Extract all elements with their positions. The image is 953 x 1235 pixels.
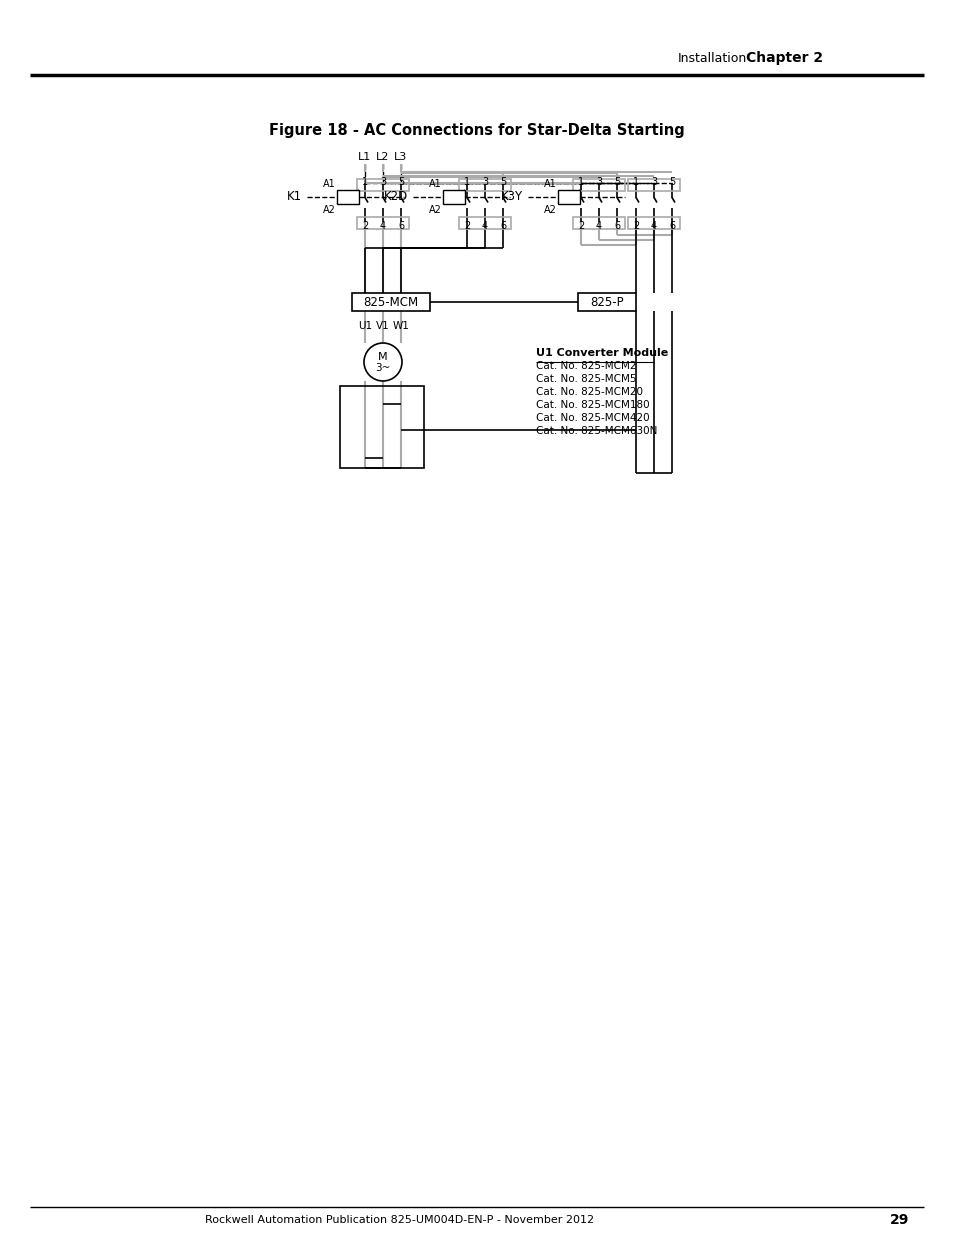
Text: Cat. No. 825-MCM20: Cat. No. 825-MCM20	[536, 387, 642, 396]
Text: L1: L1	[358, 152, 372, 162]
Bar	[627, 217, 679, 228]
Text: 1: 1	[361, 177, 368, 186]
Text: K2D: K2D	[383, 190, 408, 204]
Text: Chapter 2: Chapter 2	[745, 51, 822, 65]
Bar	[442, 190, 464, 204]
Text: 4: 4	[596, 221, 601, 231]
Bar	[558, 190, 579, 204]
Text: 1: 1	[463, 177, 470, 186]
Text: 4: 4	[650, 221, 657, 231]
Text: 4: 4	[481, 221, 488, 231]
Text: 29: 29	[889, 1213, 909, 1228]
Text: M: M	[377, 352, 388, 362]
Bar	[573, 179, 624, 191]
Text: A2: A2	[543, 205, 557, 215]
Text: K1: K1	[287, 190, 302, 204]
Text: 4: 4	[379, 221, 386, 231]
Text: 825-MCM: 825-MCM	[363, 295, 418, 309]
Text: 6: 6	[614, 221, 619, 231]
Text: 3: 3	[481, 177, 488, 186]
Text: 5: 5	[397, 177, 404, 186]
Text: W1: W1	[392, 321, 409, 331]
Bar	[573, 217, 624, 228]
Text: 6: 6	[668, 221, 675, 231]
Text: 2: 2	[463, 221, 470, 231]
Text: 2: 2	[361, 221, 368, 231]
Bar	[356, 179, 409, 191]
Text: 5: 5	[668, 177, 675, 186]
Text: A2: A2	[429, 205, 441, 215]
Text: 5: 5	[499, 177, 506, 186]
Text: 825-P: 825-P	[590, 295, 623, 309]
Text: 3~: 3~	[375, 363, 391, 373]
Text: K3Y: K3Y	[500, 190, 522, 204]
Text: A1: A1	[429, 179, 441, 189]
Text: 1: 1	[632, 177, 639, 186]
Text: 2: 2	[578, 221, 583, 231]
Text: Figure 18 - AC Connections for Star-Delta Starting: Figure 18 - AC Connections for Star-Delt…	[269, 124, 684, 138]
Text: Installation: Installation	[678, 52, 746, 64]
Bar	[458, 179, 511, 191]
Text: Cat. No. 825-MCM5: Cat. No. 825-MCM5	[536, 374, 636, 384]
Text: U1 Converter Module: U1 Converter Module	[536, 348, 667, 358]
Text: 6: 6	[499, 221, 505, 231]
Bar	[352, 293, 430, 311]
Bar	[458, 217, 511, 228]
Text: L2: L2	[375, 152, 389, 162]
Text: 1: 1	[578, 177, 583, 186]
Bar	[627, 179, 679, 191]
Bar	[356, 217, 409, 228]
Text: Rockwell Automation Publication 825-UM004D-EN-P - November 2012: Rockwell Automation Publication 825-UM00…	[205, 1215, 594, 1225]
Text: A2: A2	[323, 205, 335, 215]
Bar	[336, 190, 358, 204]
Bar	[339, 387, 423, 468]
Text: 6: 6	[397, 221, 404, 231]
Text: A1: A1	[323, 179, 335, 189]
Circle shape	[364, 343, 401, 382]
Text: Cat. No. 825-MCM630N: Cat. No. 825-MCM630N	[536, 426, 657, 436]
Text: 5: 5	[613, 177, 619, 186]
Text: Cat. No. 825-MCM180: Cat. No. 825-MCM180	[536, 400, 649, 410]
Text: 2: 2	[632, 221, 639, 231]
Text: U1: U1	[357, 321, 372, 331]
Text: 3: 3	[379, 177, 386, 186]
Text: Cat. No. 825-MCM2: Cat. No. 825-MCM2	[536, 361, 636, 370]
Text: L3: L3	[394, 152, 407, 162]
Text: 3: 3	[650, 177, 657, 186]
Text: V1: V1	[375, 321, 390, 331]
Text: 3: 3	[596, 177, 601, 186]
Text: Cat. No. 825-MCM420: Cat. No. 825-MCM420	[536, 412, 649, 424]
Text: A1: A1	[543, 179, 557, 189]
Bar	[578, 293, 636, 311]
